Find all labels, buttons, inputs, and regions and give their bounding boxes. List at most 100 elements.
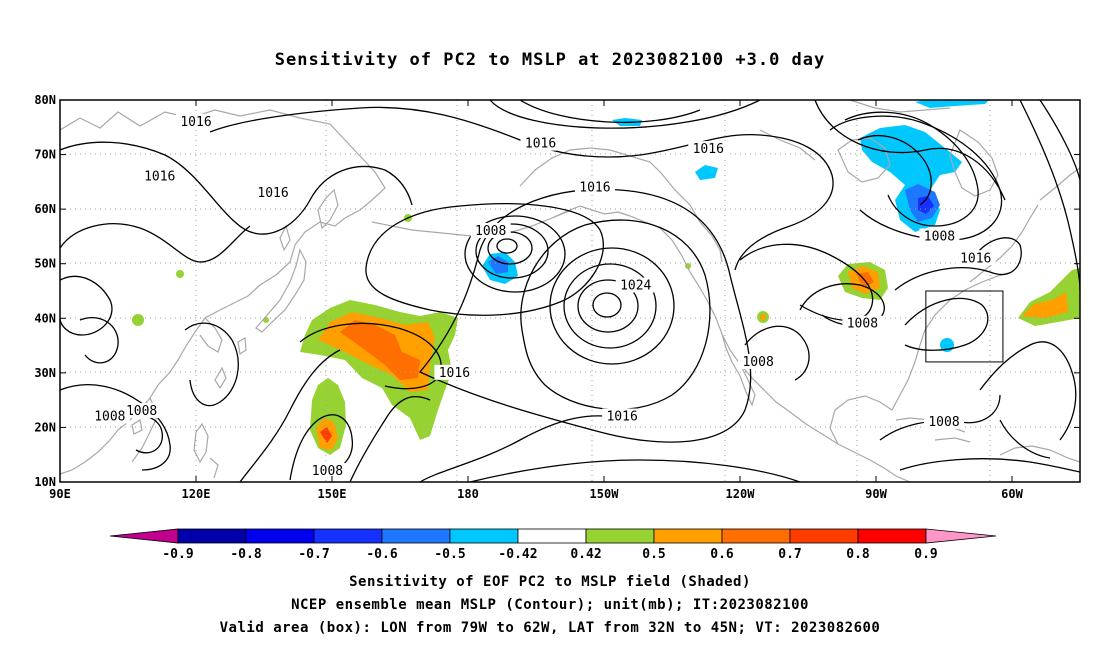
coastline bbox=[209, 457, 219, 479]
colorbar-label: 0.7 bbox=[778, 547, 801, 562]
mslp-contour bbox=[184, 322, 239, 407]
contour-label: 1008 bbox=[924, 413, 964, 430]
coastline bbox=[551, 205, 691, 273]
svg-text:1008: 1008 bbox=[94, 410, 125, 425]
positive-shading-region bbox=[340, 320, 420, 380]
lat-tick-label: 10N bbox=[34, 475, 56, 489]
lat-tick-label: 50N bbox=[34, 257, 56, 271]
svg-text:1016: 1016 bbox=[525, 137, 556, 152]
mslp-contour bbox=[489, 100, 761, 129]
mslp-contour bbox=[549, 247, 675, 365]
mslp-contour bbox=[844, 111, 979, 227]
caption-contour: NCEP ensemble mean MSLP (Contour); unit(… bbox=[291, 597, 809, 613]
svg-text:1008: 1008 bbox=[475, 224, 506, 239]
positive-shading-spot bbox=[176, 270, 184, 278]
mslp-contour bbox=[519, 100, 701, 123]
mslp-contour bbox=[60, 141, 413, 235]
coastline bbox=[131, 419, 143, 435]
colorbar-swatch bbox=[381, 528, 451, 544]
lon-tick-label: 90E bbox=[49, 487, 71, 501]
negative-shading-region bbox=[915, 100, 989, 108]
svg-text:1008: 1008 bbox=[924, 229, 955, 244]
positive-shading-spot bbox=[132, 314, 144, 326]
valid-area-box bbox=[925, 290, 1004, 363]
contour-label: 1008 bbox=[919, 228, 960, 244]
svg-text:1016: 1016 bbox=[439, 366, 470, 381]
colorbar-triangle-left bbox=[109, 528, 179, 544]
lat-tick-label: 40N bbox=[34, 311, 56, 325]
chart-title: Sensitivity of PC2 to MSLP at 2023082100… bbox=[274, 50, 826, 70]
svg-text:1008: 1008 bbox=[126, 404, 157, 419]
svg-text:1016: 1016 bbox=[606, 410, 637, 425]
coastline bbox=[255, 248, 307, 333]
mslp-contour bbox=[464, 215, 566, 293]
lon-tick-label: 120W bbox=[726, 487, 756, 501]
sensitivity-shading bbox=[132, 100, 1080, 455]
mslp-contour bbox=[563, 263, 657, 349]
coastline bbox=[999, 445, 1080, 463]
colorbar-swatch bbox=[653, 528, 723, 544]
coastline bbox=[949, 129, 999, 197]
coastline bbox=[849, 100, 951, 113]
colorbar-swatch bbox=[313, 528, 383, 544]
mslp-contour bbox=[60, 223, 251, 263]
contour-label: 1008 bbox=[121, 403, 162, 419]
mslp-contour bbox=[349, 396, 431, 482]
negative-shading-region bbox=[695, 165, 718, 180]
longitude-labels: 90E 120E 150E 180 150W 120W 90W 60W bbox=[49, 487, 1023, 501]
colorbar-swatch bbox=[245, 528, 315, 544]
colorbar-label: 0.6 bbox=[710, 547, 734, 562]
mslp-contour bbox=[894, 237, 1022, 291]
mslp-contour bbox=[520, 219, 711, 411]
contour-label: 1008 bbox=[307, 463, 348, 479]
lon-tick-label: 90W bbox=[865, 487, 887, 501]
mslp-contour bbox=[999, 419, 1051, 459]
svg-text:1008: 1008 bbox=[312, 464, 343, 479]
svg-text:1016: 1016 bbox=[579, 180, 610, 195]
colorbar-label: -0.5 bbox=[434, 547, 465, 562]
colorbar-label: 0.5 bbox=[642, 547, 665, 562]
contour-label: 1016 bbox=[688, 141, 729, 157]
colorbar-label: -0.8 bbox=[230, 547, 261, 562]
contour-label: 1016 bbox=[574, 179, 615, 195]
coastline bbox=[1039, 167, 1080, 201]
lon-tick-label: 150W bbox=[590, 487, 620, 501]
svg-text:1008: 1008 bbox=[847, 317, 878, 332]
mslp-contour bbox=[857, 135, 932, 206]
mslp-contour bbox=[475, 223, 549, 279]
contour-label: 1008 bbox=[738, 353, 779, 370]
contour-label: 1016 bbox=[139, 168, 180, 184]
contour-label: 1016 bbox=[176, 113, 216, 130]
colorbar-label: -0.7 bbox=[298, 547, 329, 562]
contour-label: 1008 bbox=[842, 315, 883, 332]
negative-shading-region bbox=[488, 256, 508, 274]
contour-label: 1008 bbox=[470, 222, 511, 239]
mslp-contour bbox=[79, 316, 119, 364]
coastline bbox=[829, 271, 1013, 445]
mslp-contour bbox=[418, 188, 752, 443]
coastline bbox=[279, 224, 291, 252]
mslp-contour bbox=[469, 459, 801, 482]
mslp-contour bbox=[739, 243, 874, 321]
colorbar-triangle-right bbox=[925, 528, 997, 544]
svg-text:1008: 1008 bbox=[742, 355, 773, 370]
mslp-contour bbox=[744, 325, 810, 381]
mslp-contour bbox=[577, 279, 639, 333]
colorbar-swatch bbox=[721, 528, 791, 544]
mslp-contour bbox=[1019, 100, 1080, 291]
mslp-contour bbox=[979, 341, 1077, 441]
sensitivity-map: 1016 1016 1016 1016 1016 1016 1008 1024 1016 1016… bbox=[34, 93, 1081, 562]
lat-tick-label: 80N bbox=[34, 93, 56, 107]
contour-label: 1016 bbox=[253, 184, 294, 201]
lat-tick-label: 70N bbox=[34, 148, 56, 162]
svg-text:1016: 1016 bbox=[144, 169, 175, 184]
mslp-contour bbox=[365, 203, 604, 316]
colorbar-label: 0.8 bbox=[846, 547, 870, 562]
colorbar-swatch bbox=[857, 528, 927, 544]
contour-label: 1008 bbox=[89, 408, 130, 425]
caption-valid-area: Valid area (box): LON from 79W to 62W, L… bbox=[219, 620, 881, 636]
lat-tick-label: 60N bbox=[34, 202, 56, 216]
colorbar-label: 0.42 bbox=[570, 547, 601, 562]
mslp-contour bbox=[899, 458, 1080, 473]
contour-label: 1016 bbox=[602, 408, 643, 425]
